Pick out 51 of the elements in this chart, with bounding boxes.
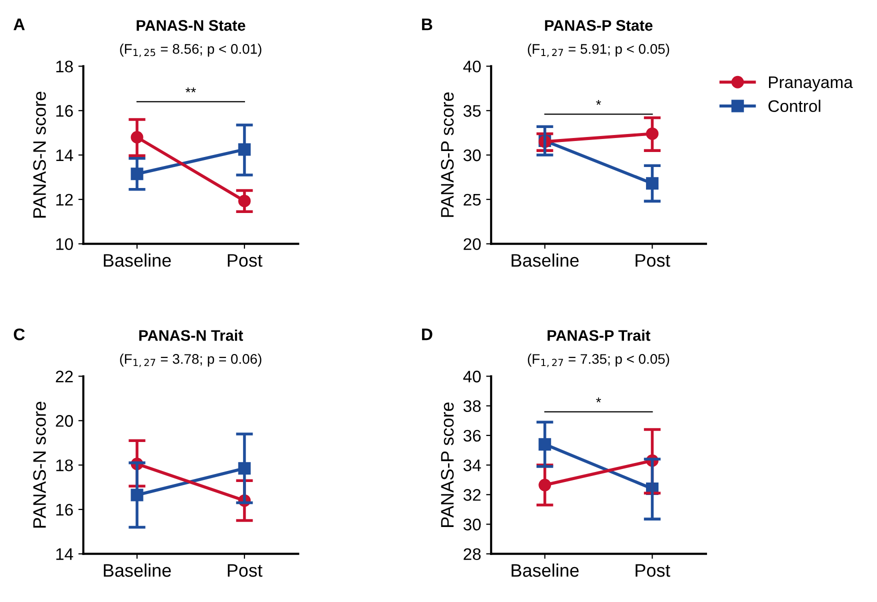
chart-title: PANAS-P Trait [548, 330, 650, 341]
text: B [422, 18, 432, 30]
x-tick-label: Baseline [104, 254, 171, 267]
y-axis-title: PANAS-N score [33, 92, 46, 218]
y-tick-label: 18 [56, 459, 73, 472]
y-tick-label: 12 [56, 194, 73, 206]
chart-subtitle: (F$_{1,27}$ = 7.35; p < 0.05) [528, 354, 670, 368]
y-tick-label: 22 [56, 370, 73, 382]
y-tick-label: 20 [56, 415, 73, 427]
x-tick-label: Post [228, 254, 262, 267]
y-tick-label: 32 [463, 489, 481, 501]
text: D [422, 328, 432, 340]
y-tick-label: 34 [463, 459, 481, 472]
y-axis-title: PANAS-P score [440, 402, 454, 527]
annotation: * [596, 398, 602, 402]
y-tick-label: 25 [464, 194, 481, 206]
legend-label: Control [768, 100, 820, 112]
y-tick-label: 28 [464, 548, 481, 560]
y-tick-label: 18 [56, 60, 73, 72]
y-tick-label: 40 [463, 370, 481, 382]
y-tick-label: 30 [463, 518, 481, 530]
y-tick-label: 40 [463, 60, 481, 72]
chart-title: PANAS-P State [545, 20, 653, 31]
annotation: ** [186, 88, 196, 92]
chart-subtitle: (F$_{1,27}$ = 5.91; p < 0.05) [528, 44, 670, 58]
y-tick-label: 14 [56, 548, 74, 560]
x-tick-label: Baseline [104, 564, 171, 577]
text: C [14, 328, 25, 340]
y-tick-label: 20 [464, 238, 481, 250]
chart-subtitle: (F$_{1,27}$ = 3.78; p = 0.06) [120, 354, 262, 368]
y-tick-label: 10 [56, 238, 73, 250]
x-tick-label: Post [636, 564, 670, 577]
y-tick-label: 16 [56, 105, 73, 117]
y-tick-label: 14 [56, 150, 74, 162]
y-axis-title: PANAS-N score [33, 402, 46, 528]
chart-subtitle: (F$_{1,25}$ = 8.56; p < 0.01) [120, 44, 262, 58]
y-axis-title: PANAS-P score [440, 92, 454, 217]
x-tick-label: Post [636, 254, 670, 267]
chart-title: PANAS-N Trait [139, 330, 244, 341]
y-tick-label: 30 [463, 149, 481, 162]
chart-title: PANAS-N State [136, 20, 246, 31]
x-tick-label: Post [228, 564, 262, 577]
annotation: * [596, 100, 602, 105]
x-tick-label: Baseline [512, 564, 579, 577]
x-tick-label: Baseline [512, 254, 579, 267]
y-tick-label: 36 [463, 430, 481, 442]
y-tick-label: 35 [463, 105, 481, 117]
y-tick-label: 16 [56, 504, 73, 516]
text: A [14, 18, 25, 30]
y-tick-label: 38 [463, 400, 481, 412]
legend-label: Pranayama [769, 76, 853, 92]
